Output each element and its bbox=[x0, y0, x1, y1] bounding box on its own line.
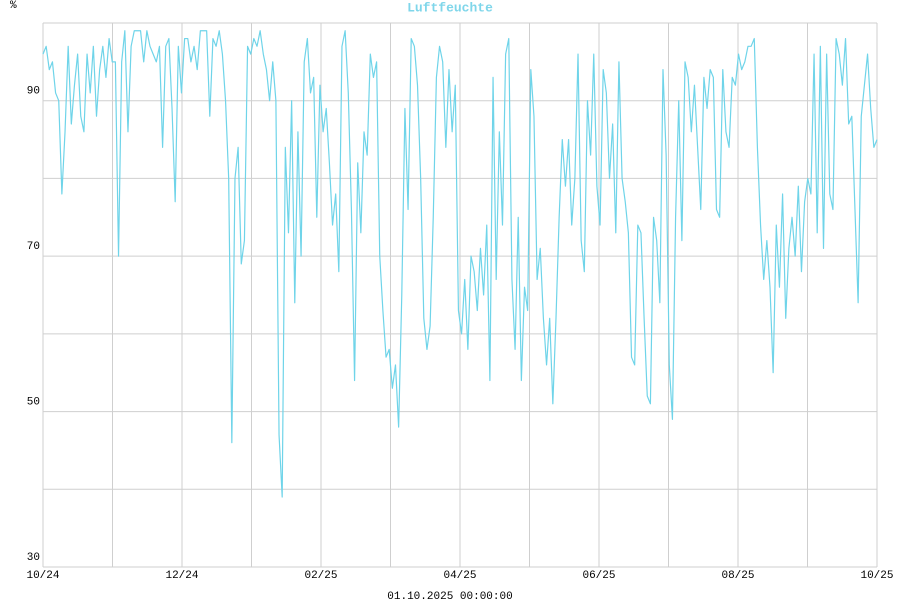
chart-title: Luftfeuchte bbox=[407, 0, 493, 15]
y-tick-label: 90 bbox=[27, 86, 40, 98]
y-tick-label: 70 bbox=[27, 241, 40, 253]
x-tick-label: 10/24 bbox=[26, 570, 59, 582]
x-tick-label: 12/24 bbox=[165, 570, 198, 582]
data-line bbox=[42, 30, 878, 498]
x-tick-label: 06/25 bbox=[582, 570, 615, 582]
x-tick-label: 10/25 bbox=[860, 570, 893, 582]
x-tick-label: 02/25 bbox=[304, 570, 337, 582]
timestamp: 01.10.2025 00:00:00 bbox=[387, 591, 512, 600]
x-tick-label: 08/25 bbox=[721, 570, 754, 582]
x-tick-label: 04/25 bbox=[443, 570, 476, 582]
y-tick-label: 50 bbox=[27, 396, 40, 408]
y-axis-unit: % bbox=[10, 0, 17, 12]
y-tick-label: 30 bbox=[27, 552, 40, 564]
